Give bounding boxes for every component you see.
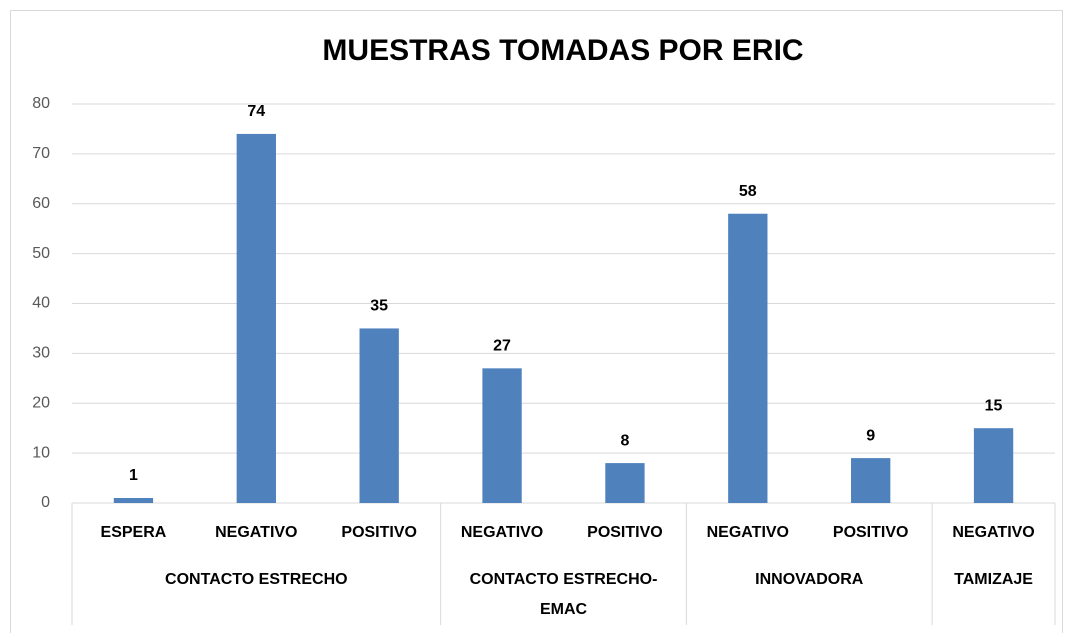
y-tick-label: 50: [32, 245, 50, 262]
bar: [359, 328, 399, 503]
y-tick-label: 60: [32, 195, 50, 212]
data-label: 1: [129, 467, 138, 484]
y-tick-label: 0: [41, 494, 50, 511]
bar: [973, 428, 1014, 503]
y-tick-label: 70: [32, 145, 50, 162]
y-tick-label: 80: [32, 95, 50, 112]
x-tick-label: POSITIVO: [587, 524, 663, 541]
data-label: 58: [739, 183, 757, 200]
group-label: CONTACTO ESTRECHO: [165, 571, 348, 588]
x-tick-label: NEGATIVO: [707, 524, 789, 541]
bar: [113, 498, 154, 503]
data-label: 74: [247, 103, 265, 120]
bar: [482, 368, 522, 503]
group-label: CONTACTO ESTRECHO-EMAC: [469, 571, 658, 618]
chart-border: [10, 10, 1063, 633]
y-tick-label: 10: [32, 444, 50, 461]
bar: [851, 458, 891, 503]
x-tick-label: ESPERA: [101, 524, 167, 541]
group-label: INNOVADORA: [755, 571, 864, 588]
y-tick-label: 20: [32, 394, 50, 411]
bar: [728, 213, 768, 503]
data-label: 35: [370, 298, 388, 315]
y-tick-label: 40: [32, 295, 50, 312]
data-label: 9: [866, 427, 875, 444]
data-label: 27: [493, 338, 511, 355]
x-tick-label: NEGATIVO: [215, 524, 297, 541]
data-label: 15: [985, 397, 1003, 414]
x-tick-label: POSITIVO: [341, 524, 417, 541]
x-tick-label: NEGATIVO: [952, 524, 1034, 541]
y-tick-label: 30: [32, 345, 50, 362]
chart-title: MUESTRAS TOMADAS POR ERIC: [322, 34, 803, 67]
bar: [605, 463, 645, 503]
x-tick-label: POSITIVO: [833, 524, 909, 541]
x-tick-label: NEGATIVO: [461, 524, 543, 541]
bar: [236, 133, 276, 504]
data-label: 8: [620, 432, 629, 449]
group-label: TAMIZAJE: [954, 571, 1033, 588]
